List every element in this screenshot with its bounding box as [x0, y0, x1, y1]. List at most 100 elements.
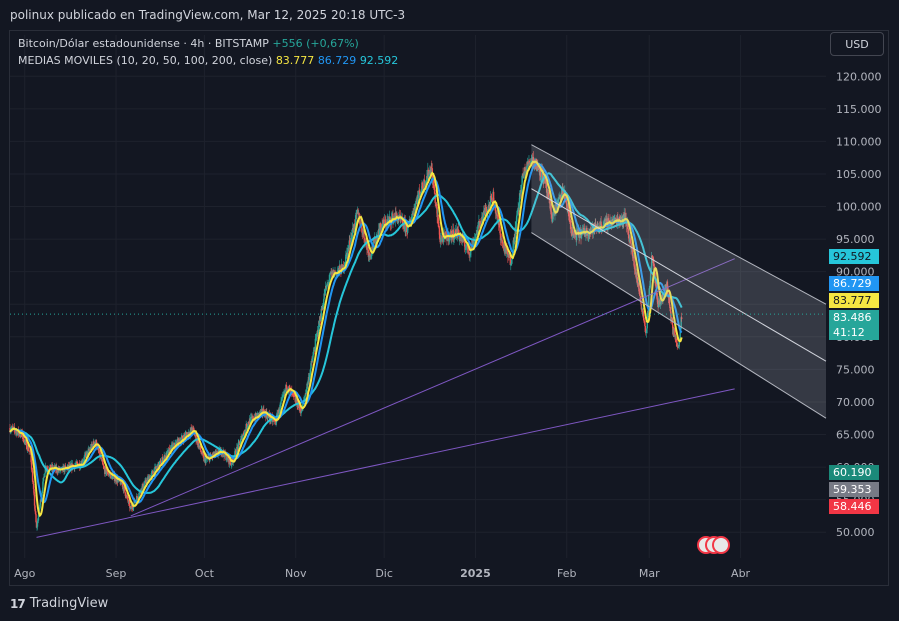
candle-body	[318, 321, 320, 332]
candle-body	[101, 458, 103, 460]
x-tick-label: Sep	[106, 567, 127, 580]
candle-body	[547, 192, 550, 197]
candle-body	[530, 160, 532, 164]
candle-body	[199, 445, 202, 451]
candle-body	[680, 317, 683, 319]
channel-fill	[531, 144, 826, 419]
candle-body	[590, 230, 593, 232]
candle-body	[603, 219, 606, 222]
candle-body	[103, 465, 105, 468]
candle-body	[280, 399, 283, 402]
candle-body	[677, 345, 679, 348]
candle-body	[113, 474, 116, 482]
candle-body	[435, 204, 438, 208]
candle-body	[243, 433, 245, 436]
candle-body	[412, 212, 414, 215]
candle-body	[349, 240, 351, 246]
candle-body	[192, 427, 195, 430]
candle-body	[670, 311, 672, 320]
candle-body	[441, 236, 444, 239]
candle-body	[154, 467, 156, 475]
candle-body	[233, 459, 235, 461]
candle-body	[91, 443, 93, 446]
candle-body	[528, 160, 531, 164]
candle-body	[32, 481, 34, 484]
candle-body	[89, 449, 91, 451]
candle-body	[229, 462, 232, 465]
candle-body	[549, 199, 551, 209]
candle-body	[315, 337, 317, 339]
candle-body	[320, 308, 322, 320]
candle-body	[44, 466, 47, 474]
candle-body	[462, 236, 464, 242]
candle-body	[545, 183, 548, 193]
candle-body	[591, 227, 593, 231]
chart-panel[interactable]	[9, 30, 889, 586]
candle-body	[394, 212, 397, 221]
candle-body	[518, 203, 520, 210]
candle-body	[353, 223, 356, 228]
candle-body	[430, 167, 432, 174]
candle-body	[316, 333, 318, 337]
candle-body	[312, 351, 315, 356]
candle-body	[188, 432, 190, 435]
candle-body	[627, 231, 630, 239]
candle-body	[624, 212, 626, 223]
candle-body	[600, 221, 602, 225]
candle-body	[245, 424, 248, 429]
candle-body	[159, 461, 161, 464]
candle-body	[87, 450, 89, 456]
candle-body	[141, 486, 143, 492]
candle-body	[423, 179, 426, 189]
candle-body	[396, 213, 398, 218]
currency-button[interactable]: USD	[830, 32, 884, 56]
candle-body	[294, 396, 296, 397]
candle-body	[326, 284, 328, 286]
candle-body	[31, 471, 34, 482]
candle-body	[678, 341, 680, 347]
candle-body	[328, 280, 330, 284]
candle-body	[142, 487, 145, 489]
candle-body	[374, 236, 376, 246]
legend-ma-label[interactable]: MEDIAS MOVILES (10, 20, 50, 100, 200, cl…	[18, 54, 273, 67]
legend-change: +556 (+0,67%)	[272, 37, 359, 50]
candle-body	[652, 259, 655, 267]
level1-price-tag: 60.190	[829, 465, 879, 480]
candle-body	[434, 193, 436, 203]
candle-body	[237, 442, 240, 450]
candle-body	[170, 444, 173, 452]
level2-price-tag: 59.353	[829, 482, 879, 497]
candle-body	[676, 342, 678, 344]
candle-body	[438, 228, 441, 239]
candle-body	[422, 188, 424, 189]
candle-body	[532, 157, 535, 165]
candle-body	[34, 505, 36, 511]
candle-body	[311, 359, 314, 362]
candle-body	[611, 220, 613, 225]
candle-body	[361, 227, 363, 233]
candle-body	[626, 220, 629, 230]
y-tick-label: 70.000	[836, 396, 875, 409]
ma20-line	[9, 162, 683, 504]
candle-body	[359, 219, 361, 226]
candle-body	[235, 450, 237, 455]
candle-body	[203, 458, 206, 462]
candle-body	[283, 391, 285, 396]
candle-body	[421, 182, 424, 189]
candle-body	[97, 446, 100, 450]
legend-symbol[interactable]: Bitcoin/Dólar estadounidense · 4h · BITS…	[18, 37, 269, 50]
candle-body	[270, 420, 272, 421]
candle-body	[574, 234, 577, 236]
candle-body	[656, 295, 658, 298]
candle-body	[557, 199, 560, 201]
candle-body	[354, 225, 356, 228]
candle-body	[93, 441, 95, 445]
candle-body	[368, 256, 370, 258]
candle-body	[83, 457, 85, 462]
candle-body	[381, 224, 384, 228]
candle-body	[135, 496, 138, 503]
candle-body	[650, 267, 652, 281]
candle-body	[173, 442, 176, 447]
tradingview-logo[interactable]: 17 TradingView	[10, 596, 108, 611]
